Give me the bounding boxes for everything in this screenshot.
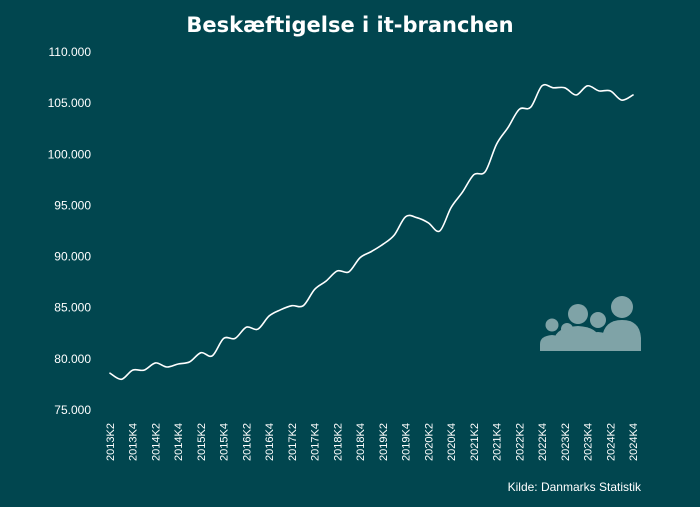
x-tick-label: 2017K2 [287, 423, 299, 461]
x-tick-label: 2018K4 [355, 423, 367, 461]
source-note: Kilde: Danmarks Statistik [508, 480, 642, 494]
x-tick-label: 2015K4 [219, 423, 231, 461]
y-tick-label: 75.000 [54, 403, 91, 417]
x-tick-label: 2014K2 [150, 423, 162, 461]
y-tick-label: 100.000 [48, 147, 92, 161]
y-tick-label: 80.000 [54, 352, 91, 366]
x-tick-label: 2019K4 [401, 423, 413, 461]
x-tick-label: 2022K4 [537, 423, 549, 461]
x-tick-label: 2015K2 [196, 423, 208, 461]
x-tick-label: 2017K4 [310, 423, 322, 461]
x-tick-label: 2023K2 [560, 423, 572, 461]
x-tick-label: 2024K2 [605, 423, 617, 461]
x-tick-label: 2016K4 [264, 423, 276, 461]
x-tick-label: 2014K4 [173, 423, 185, 461]
y-axis: 75.000 80.000 85.000 90.000 95.000 100.000 105… [48, 45, 92, 417]
x-tick-label: 2022K2 [514, 423, 526, 461]
x-tick-label: 2021K2 [469, 423, 481, 461]
x-tick-label: 2021K4 [492, 423, 504, 461]
y-tick-label: 110.000 [49, 45, 92, 59]
x-tick-label: 2020K2 [423, 423, 435, 461]
x-tick-label: 2023K4 [583, 423, 595, 461]
y-tick-label: 105.000 [48, 96, 92, 110]
people-group-icon [540, 296, 641, 351]
y-tick-label: 95.000 [54, 198, 91, 212]
chart-title: Beskæftigelse i it-branchen [186, 13, 513, 37]
y-tick-label: 90.000 [54, 250, 91, 264]
x-axis: 2013K2 2013K4 2014K2 2014K4 2015K2 2015K4 2016… [105, 423, 640, 461]
x-tick-label: 2024K4 [628, 423, 640, 461]
x-tick-label: 2013K4 [128, 423, 140, 461]
x-tick-label: 2018K2 [332, 423, 344, 461]
y-tick-label: 85.000 [54, 301, 91, 315]
series-line-beskaeftigelse [109, 83, 634, 381]
x-tick-label: 2013K2 [105, 423, 117, 461]
x-tick-label: 2020K4 [446, 423, 458, 461]
x-tick-label: 2016K2 [241, 423, 253, 461]
x-tick-label: 2019K2 [378, 423, 390, 461]
